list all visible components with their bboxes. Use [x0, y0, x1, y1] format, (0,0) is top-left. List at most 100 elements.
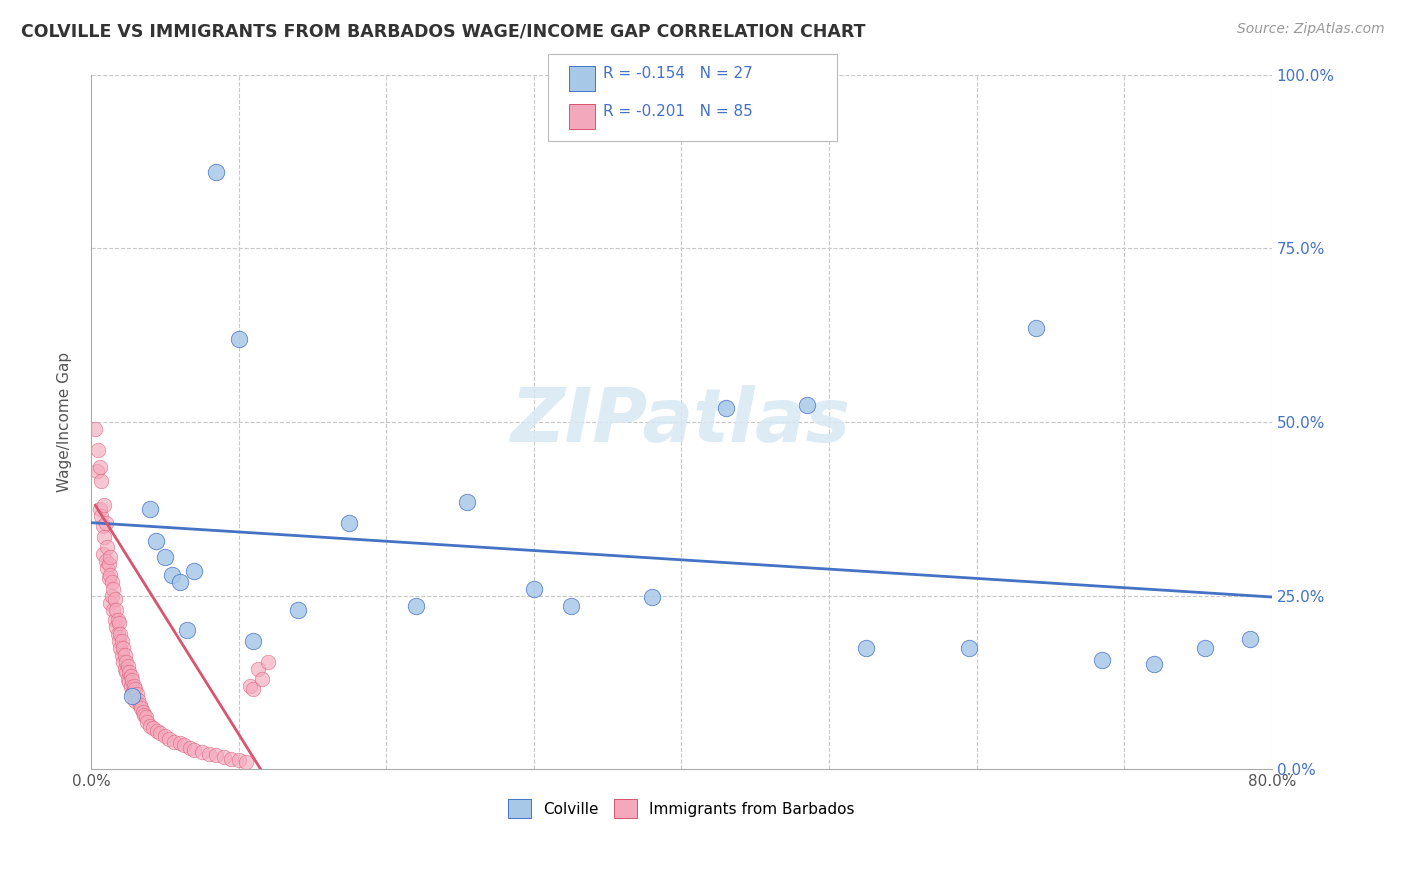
Point — [124, 682, 146, 697]
Point — [93, 498, 115, 512]
Point — [110, 640, 132, 655]
Point — [145, 534, 167, 549]
Point — [957, 640, 980, 655]
Text: R = -0.201   N = 85: R = -0.201 N = 85 — [603, 103, 754, 119]
Point — [228, 332, 250, 346]
Point — [121, 673, 143, 688]
Text: ZIPatlas: ZIPatlas — [512, 385, 852, 458]
Point — [160, 567, 183, 582]
Point — [153, 550, 176, 565]
Point — [131, 705, 153, 719]
Point — [135, 710, 157, 724]
Point — [122, 679, 145, 693]
Point — [120, 668, 142, 682]
Point — [162, 734, 184, 748]
Point — [153, 729, 176, 743]
Point — [523, 582, 546, 596]
Point — [114, 662, 136, 676]
Point — [118, 665, 141, 679]
Point — [337, 516, 360, 530]
Point — [173, 738, 195, 752]
Point — [246, 662, 269, 676]
Point — [94, 516, 117, 530]
Point — [198, 747, 221, 761]
Point — [91, 519, 114, 533]
Point — [103, 592, 125, 607]
Point — [139, 501, 162, 516]
Point — [124, 694, 146, 708]
Point — [91, 547, 114, 561]
Point — [117, 659, 139, 673]
Point — [111, 633, 134, 648]
Point — [169, 574, 191, 589]
Point — [128, 698, 150, 712]
Point — [560, 599, 582, 613]
Point — [90, 508, 112, 523]
Point — [86, 464, 108, 478]
Point — [183, 564, 205, 578]
Point — [212, 749, 235, 764]
Point — [117, 672, 139, 686]
Point — [183, 743, 205, 757]
Point — [98, 596, 121, 610]
Point — [287, 602, 309, 616]
Point — [93, 530, 115, 544]
Point — [176, 624, 198, 638]
Point — [1091, 652, 1114, 666]
Point — [97, 571, 120, 585]
Point — [242, 682, 264, 697]
Point — [107, 627, 129, 641]
Point — [190, 745, 212, 759]
Point — [714, 401, 737, 415]
Point — [105, 602, 128, 616]
Point — [125, 687, 148, 701]
Point — [157, 732, 180, 747]
Point — [90, 474, 112, 488]
Point — [250, 672, 273, 686]
Point — [1143, 657, 1166, 671]
Point — [89, 460, 111, 475]
Point — [108, 616, 131, 631]
Legend: Colville, Immigrants from Barbados: Colville, Immigrants from Barbados — [502, 793, 860, 824]
Point — [112, 640, 135, 655]
Point — [121, 686, 143, 700]
Point — [94, 554, 117, 568]
Point — [115, 655, 138, 669]
Point — [239, 679, 262, 693]
Point — [105, 620, 128, 634]
Point — [146, 724, 169, 739]
Point — [127, 693, 149, 707]
Point — [115, 665, 138, 679]
Point — [96, 540, 118, 554]
Point — [257, 655, 280, 669]
Point — [112, 655, 135, 669]
Point — [118, 675, 141, 690]
Point — [796, 398, 818, 412]
Point — [96, 561, 118, 575]
Point — [98, 550, 121, 565]
Point — [132, 708, 155, 723]
Point — [456, 495, 478, 509]
Point — [149, 726, 172, 740]
Point — [242, 633, 264, 648]
Point — [122, 690, 145, 704]
Point — [1025, 321, 1047, 335]
Point — [129, 701, 152, 715]
Point — [97, 558, 120, 572]
Point — [120, 681, 142, 695]
Point — [114, 648, 136, 662]
Text: R = -0.154   N = 27: R = -0.154 N = 27 — [603, 66, 754, 81]
Point — [98, 567, 121, 582]
Point — [84, 422, 107, 436]
Point — [228, 753, 250, 767]
Point — [103, 613, 125, 627]
Point — [101, 602, 124, 616]
Point — [100, 574, 122, 589]
Point — [219, 752, 242, 766]
Point — [110, 627, 132, 641]
Point — [87, 442, 110, 457]
Point — [235, 756, 257, 770]
Point — [111, 648, 134, 662]
Text: COLVILLE VS IMMIGRANTS FROM BARBADOS WAGE/INCOME GAP CORRELATION CHART: COLVILLE VS IMMIGRANTS FROM BARBADOS WAG… — [21, 22, 866, 40]
Point — [205, 748, 228, 763]
